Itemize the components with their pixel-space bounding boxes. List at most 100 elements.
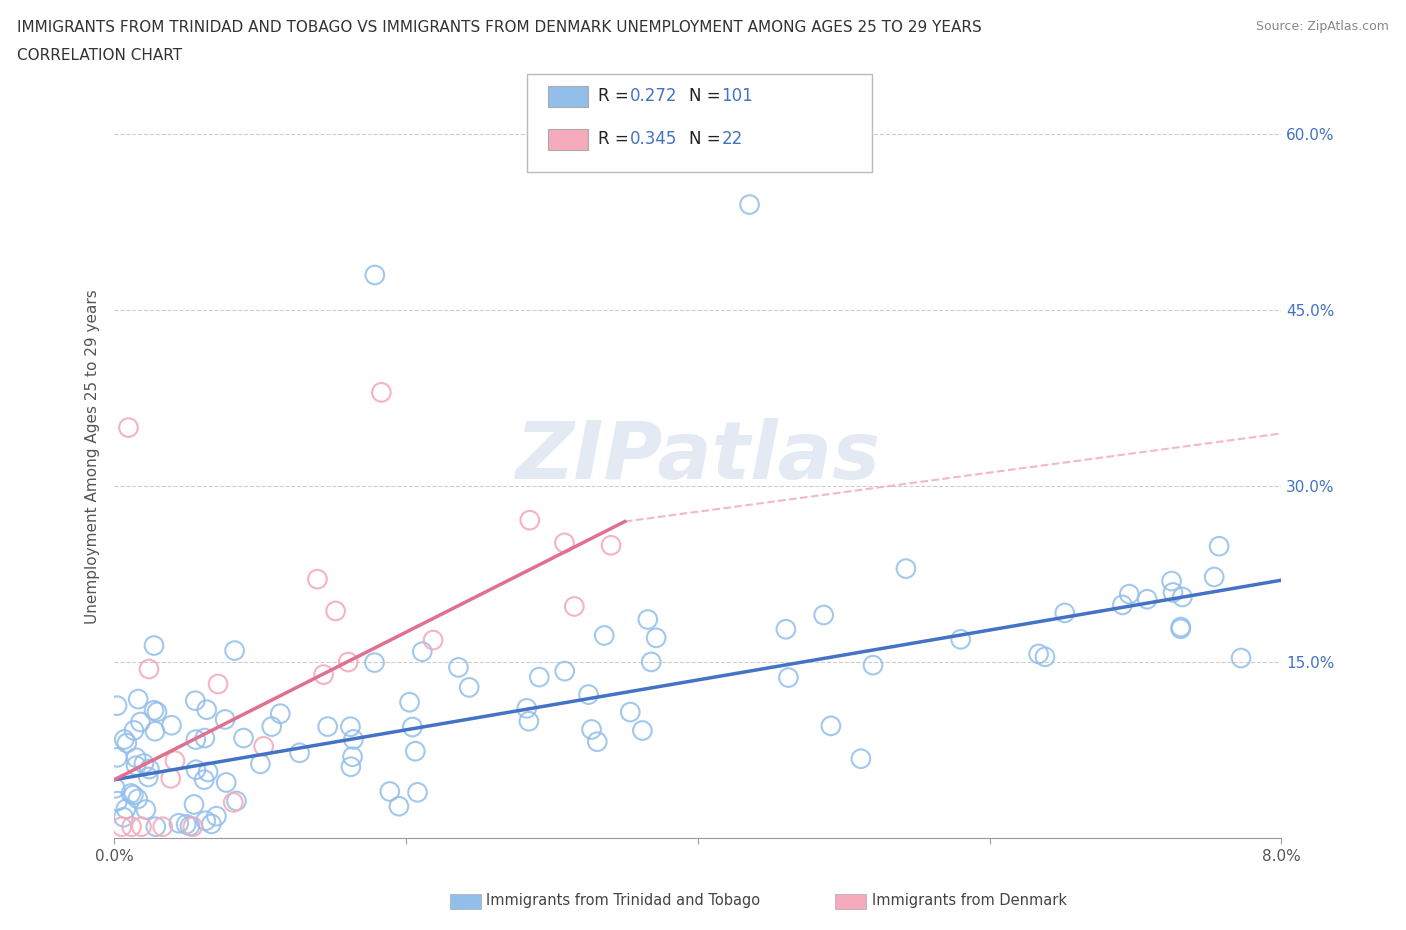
Point xyxy=(104,781,127,796)
Point xyxy=(949,631,972,646)
Point xyxy=(260,719,283,734)
Point xyxy=(200,817,222,831)
Text: 0.272: 0.272 xyxy=(630,86,678,105)
Text: R =: R = xyxy=(598,129,634,148)
Point xyxy=(121,819,143,834)
Point xyxy=(738,197,761,212)
Text: Immigrants from Denmark: Immigrants from Denmark xyxy=(872,893,1067,908)
Point xyxy=(1160,574,1182,589)
Point xyxy=(401,720,423,735)
Point xyxy=(553,536,575,551)
Point xyxy=(312,667,335,682)
Point xyxy=(132,756,155,771)
Point xyxy=(1170,619,1192,634)
Point xyxy=(159,771,181,786)
Point xyxy=(586,735,609,750)
Point xyxy=(135,803,157,817)
Point xyxy=(578,687,600,702)
Point xyxy=(517,714,540,729)
Point xyxy=(363,655,385,670)
Point xyxy=(342,732,364,747)
Point xyxy=(775,622,797,637)
Point xyxy=(184,763,207,777)
Point xyxy=(115,736,138,751)
Point xyxy=(1053,605,1076,620)
Point xyxy=(398,695,420,710)
Point xyxy=(519,512,541,527)
Point xyxy=(339,719,361,734)
Point xyxy=(138,661,160,676)
Point xyxy=(529,670,551,684)
Point xyxy=(1033,649,1056,664)
Text: ZIPatlas: ZIPatlas xyxy=(515,418,880,496)
Point xyxy=(849,751,872,766)
Point xyxy=(388,799,411,814)
Point xyxy=(122,788,145,803)
Point xyxy=(593,628,616,643)
Point xyxy=(194,813,217,828)
Point xyxy=(167,816,190,830)
Point xyxy=(1111,597,1133,612)
Point xyxy=(370,385,392,400)
Point xyxy=(337,655,360,670)
Point xyxy=(342,750,364,764)
Text: 101: 101 xyxy=(721,86,754,105)
Point xyxy=(862,658,884,672)
Point xyxy=(184,732,207,747)
Point xyxy=(813,607,835,622)
Point xyxy=(127,791,149,806)
Point xyxy=(404,744,426,759)
Text: IMMIGRANTS FROM TRINIDAD AND TOBAGO VS IMMIGRANTS FROM DENMARK UNEMPLOYMENT AMON: IMMIGRANTS FROM TRINIDAD AND TOBAGO VS I… xyxy=(17,20,981,35)
Point xyxy=(184,693,207,708)
Point xyxy=(138,762,160,777)
Point xyxy=(637,612,659,627)
Text: N =: N = xyxy=(689,129,725,148)
Point xyxy=(160,718,183,733)
Point xyxy=(127,692,149,707)
Y-axis label: Unemployment Among Ages 25 to 29 years: Unemployment Among Ages 25 to 29 years xyxy=(86,289,100,624)
Point xyxy=(232,731,254,746)
Point xyxy=(131,819,153,834)
Text: Source: ZipAtlas.com: Source: ZipAtlas.com xyxy=(1256,20,1389,33)
Point xyxy=(619,705,641,720)
Point xyxy=(125,758,148,773)
Point xyxy=(129,714,152,729)
Point xyxy=(411,644,433,659)
Point xyxy=(105,750,128,764)
Point xyxy=(269,706,291,721)
Point xyxy=(207,677,229,692)
Point xyxy=(778,671,800,685)
Point xyxy=(581,722,603,737)
Point xyxy=(378,784,401,799)
Text: R =: R = xyxy=(598,86,634,105)
Point xyxy=(215,775,238,790)
Point xyxy=(181,819,204,834)
Point xyxy=(222,795,245,810)
Text: Immigrants from Trinidad and Tobago: Immigrants from Trinidad and Tobago xyxy=(486,893,761,908)
Text: N =: N = xyxy=(689,86,725,105)
Point xyxy=(249,756,271,771)
Point xyxy=(183,797,205,812)
Point xyxy=(174,817,197,831)
Point xyxy=(325,604,347,618)
Text: CORRELATION CHART: CORRELATION CHART xyxy=(17,48,181,63)
Point xyxy=(894,561,917,576)
Point xyxy=(224,644,246,658)
Point xyxy=(1208,538,1230,553)
Point xyxy=(447,660,470,675)
Point xyxy=(1171,590,1194,604)
Point xyxy=(458,680,481,695)
Point xyxy=(225,793,247,808)
Point xyxy=(115,802,138,817)
Point xyxy=(107,793,129,808)
Point xyxy=(136,769,159,784)
Point xyxy=(1028,646,1050,661)
Point xyxy=(105,698,128,713)
Point xyxy=(340,759,363,774)
Point xyxy=(145,819,167,834)
Point xyxy=(193,772,215,787)
Point xyxy=(1170,621,1192,636)
Point xyxy=(364,268,387,283)
Point xyxy=(194,731,217,746)
Point xyxy=(1118,587,1140,602)
